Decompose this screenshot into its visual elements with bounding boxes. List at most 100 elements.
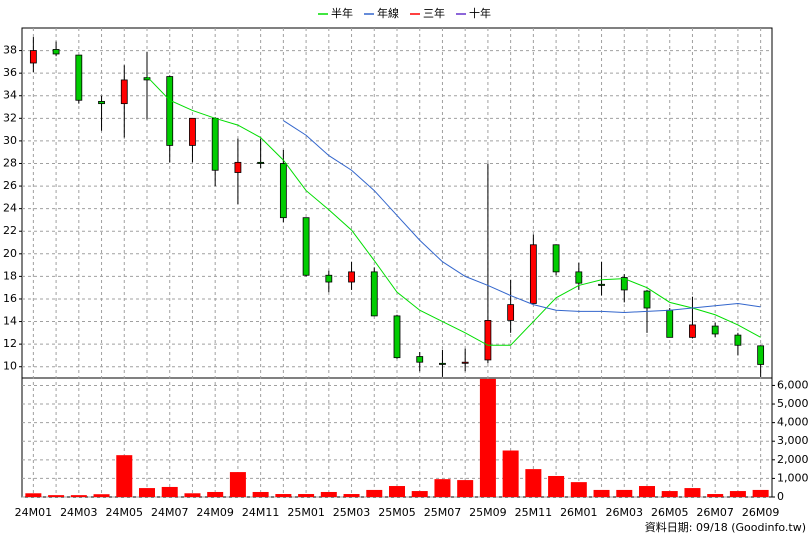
x-tick-label: 25M09 [469, 506, 507, 519]
x-tick-label: 24M03 [60, 506, 98, 519]
candle-body [689, 324, 696, 338]
y2-tick-label: 3,000 [777, 434, 808, 447]
y-tick-label: 18 [3, 269, 17, 282]
volume-bar [593, 489, 610, 497]
candle-body [234, 161, 242, 173]
volume-bar [207, 491, 224, 497]
y2-tick-label: 0 [777, 490, 784, 503]
x-tick-label: 24M11 [242, 506, 280, 519]
volume-bar [752, 489, 769, 497]
x-tick-label: 24M07 [151, 506, 189, 519]
y-tick-label: 26 [3, 179, 17, 192]
candle-body [257, 161, 265, 164]
y-tick-label: 36 [3, 66, 17, 79]
volume-bar [684, 488, 701, 497]
volume-bar [343, 494, 360, 497]
candle-body [29, 50, 37, 64]
y-tick-label: 38 [3, 44, 17, 57]
x-tick-label: 26M07 [696, 506, 734, 519]
candle-body [211, 117, 219, 171]
volume-bar [502, 450, 519, 497]
candle-body [620, 277, 628, 291]
candle-body [279, 163, 287, 219]
y-tick-label: 16 [3, 292, 17, 305]
volume-bar [229, 472, 246, 497]
volume-bar [479, 378, 496, 497]
y2-tick-label: 5,000 [777, 397, 808, 410]
candle-body [75, 54, 83, 101]
ma-line [283, 120, 761, 314]
x-tick-label: 25M03 [333, 506, 371, 519]
candle-body [711, 325, 719, 335]
candle-body [120, 79, 128, 105]
volume-bar [707, 494, 724, 497]
y2-tick-label: 6,000 [777, 378, 808, 391]
y-tick-label: 14 [3, 315, 17, 328]
candle-body [370, 271, 378, 317]
legend-label: 半年 [331, 6, 353, 20]
volume-bar [457, 480, 474, 497]
x-tick-label: 24M05 [106, 506, 144, 519]
y-tick-label: 22 [3, 224, 17, 237]
volume-bar [298, 494, 315, 497]
candle-body [643, 290, 651, 309]
candle-body [666, 309, 674, 338]
x-tick-label: 26M01 [560, 506, 598, 519]
candle-body [575, 271, 583, 284]
x-tick-label: 24M09 [196, 506, 234, 519]
volume-bar [70, 495, 87, 497]
y-tick-label: 10 [3, 360, 17, 373]
candle-body [416, 356, 424, 363]
volume-bar [275, 494, 292, 497]
x-tick-label: 26M09 [742, 506, 780, 519]
y-tick-label: 32 [3, 111, 17, 124]
legend-label: 十年 [469, 6, 491, 20]
x-tick-label: 25M05 [378, 506, 416, 519]
volume-bar [25, 493, 42, 497]
volume-bar [434, 479, 451, 497]
y2-tick-label: 4,000 [777, 416, 808, 429]
volume-bar [661, 491, 678, 497]
volume-bar [93, 494, 110, 497]
candle-body [439, 362, 446, 365]
candle-body [529, 244, 537, 304]
candle-body [734, 334, 742, 346]
candle-body [461, 361, 469, 364]
y-tick-label: 24 [3, 202, 17, 215]
x-tick-label: 25M01 [287, 506, 325, 519]
volume-bar [366, 489, 383, 497]
volume-bar [116, 455, 133, 497]
volume-bar [139, 488, 155, 497]
candle-body [325, 274, 333, 283]
volume-bar [639, 486, 655, 497]
volume-bar [411, 491, 428, 497]
candle-body [52, 49, 60, 55]
candle-body [757, 345, 765, 365]
candle-body [143, 77, 151, 81]
volume-bar [729, 491, 746, 497]
candle-body [552, 244, 560, 273]
y-tick-label: 20 [3, 247, 17, 260]
volume-bar [320, 491, 337, 497]
volume-bar [389, 486, 405, 497]
y2-tick-label: 1,000 [777, 471, 808, 484]
volume-bar [570, 482, 587, 497]
candle-body [348, 271, 355, 283]
candle-body [484, 320, 492, 361]
legend-label: 三年 [423, 6, 445, 20]
x-tick-label: 24M01 [15, 506, 53, 519]
volume-bar [525, 469, 542, 497]
candle-body [393, 315, 401, 359]
volume-bar [161, 486, 178, 497]
x-tick-label: 25M11 [515, 506, 553, 519]
y-tick-label: 12 [3, 337, 17, 350]
volume-bar [252, 491, 269, 497]
volume-bar [184, 493, 201, 497]
volume-bar [548, 475, 565, 497]
candle-body [98, 100, 105, 105]
candle-body [166, 76, 174, 146]
x-tick-label: 26M05 [651, 506, 689, 519]
volume-bar [616, 489, 633, 497]
x-tick-label: 25M07 [424, 506, 462, 519]
